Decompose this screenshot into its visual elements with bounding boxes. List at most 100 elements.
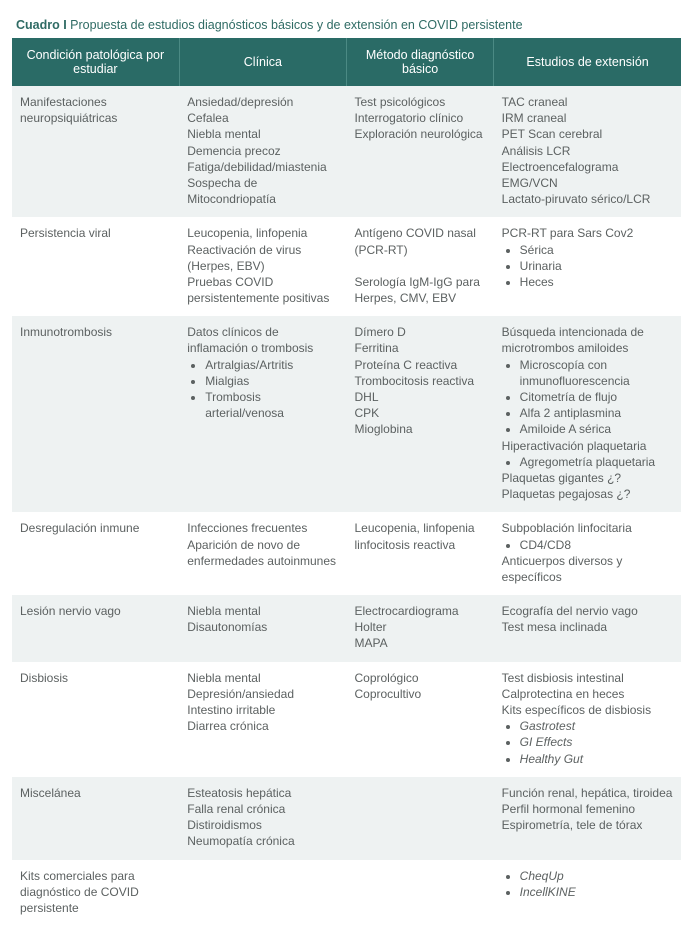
cell-condition: Manifestaciones neuropsiquiátricas (12, 86, 179, 217)
cell-line: Serología IgM-IgG para Herpes, CMV, EBV (355, 274, 486, 306)
cell-extension: Función renal, hepática, tiroideaPerfil … (494, 777, 681, 860)
table-row: Kits comerciales para diagnóstico de COV… (12, 860, 681, 927)
header-condition: Condición patológica por estudiar (12, 38, 179, 86)
cell-extension: Test disbiosis intestinalCalprotectina e… (494, 662, 681, 777)
cell-line: Datos clínicos de inflamación o trombosi… (187, 324, 338, 356)
cell-line: Inmunotrombosis (20, 324, 171, 340)
bullet-list: SéricaUrinariaHeces (502, 242, 673, 291)
header-extension: Estudios de extensión (494, 38, 681, 86)
cell-line: Aparición de novo de enfermedades autoin… (187, 537, 338, 569)
cell-line: Búsqueda intencionada de microtrombos am… (502, 324, 673, 356)
table-row: Manifestaciones neuropsiquiátricasAnsied… (12, 86, 681, 217)
bullet-item: Heces (520, 274, 673, 290)
cell-line: Lactato-piruvato sérico/LCR (502, 191, 673, 207)
cell-line: Reactivación de virus (Herpes, EBV) (187, 242, 338, 274)
cell-line: Perfil hormonal femenino (502, 801, 673, 817)
bullet-item: IncellKINE (520, 884, 673, 900)
cell-condition: Miscelánea (12, 777, 179, 860)
header-clinica: Clínica (179, 38, 346, 86)
cell-line: Niebla mental (187, 603, 338, 619)
bullet-item: Amiloide A sérica (520, 421, 673, 437)
cell-line: Persistencia viral (20, 225, 171, 241)
cell-line: Coprológico (355, 670, 486, 686)
cell-line: Ferritina (355, 340, 486, 356)
cell-line: Coprocultivo (355, 686, 486, 702)
cell-clinica: Infecciones frecuentesAparición de novo … (179, 512, 346, 595)
bullet-item: CheqUp (520, 868, 673, 884)
cell-line: Esteatosis hepática (187, 785, 338, 801)
bullet-item: GI Effects (520, 734, 673, 750)
bullet-list: GastrotestGI EffectsHealthy Gut (502, 718, 673, 767)
cell-clinica: Niebla mentalDisautonomías (179, 595, 346, 662)
cell-line: Test mesa inclinada (502, 619, 673, 635)
cell-clinica: Ansiedad/depresiónCefaleaNiebla mentalDe… (179, 86, 346, 217)
cell-line: EMG/VCN (502, 175, 673, 191)
cell-blank (355, 258, 486, 274)
cell-line: Hiperactivación plaquetaria (502, 438, 673, 454)
cell-line: Espirometría, tele de tórax (502, 817, 673, 833)
cell-extension: TAC cranealIRM cranealPET Scan cerebralA… (494, 86, 681, 217)
cell-extension: CheqUpIncellKINE (494, 860, 681, 927)
cell-line: Falla renal crónica (187, 801, 338, 817)
cell-extension: PCR-RT para Sars Cov2SéricaUrinariaHeces (494, 217, 681, 316)
cell-line: Miscelánea (20, 785, 171, 801)
cell-line: Neumopatía crónica (187, 833, 338, 849)
cell-condition: Inmunotrombosis (12, 316, 179, 512)
cell-line: DHL (355, 389, 486, 405)
cell-clinica (179, 860, 346, 927)
diagnostics-table: Condición patológica por estudiar Clínic… (12, 38, 681, 926)
cell-line: Función renal, hepática, tiroidea (502, 785, 673, 801)
cell-metodo: Test psicológicosInterrogatorio clínicoE… (347, 86, 494, 217)
header-metodo: Método diagnóstico básico (347, 38, 494, 86)
cell-line: Pruebas COVID persistentemente positivas (187, 274, 338, 306)
cell-line: Ecografía del nervio vago (502, 603, 673, 619)
header-row: Condición patológica por estudiar Clínic… (12, 38, 681, 86)
cell-condition: Persistencia viral (12, 217, 179, 316)
cell-extension: Ecografía del nervio vagoTest mesa incli… (494, 595, 681, 662)
cell-line: Proteína C reactiva (355, 357, 486, 373)
table-row: Lesión nervio vago Niebla mentalDisautono… (12, 595, 681, 662)
cell-line: Plaquetas pegajosas ¿? (502, 486, 673, 502)
cell-line: Sospecha de Mitocondriopatía (187, 175, 338, 207)
cell-line: TAC craneal (502, 94, 673, 110)
cell-line: Test psicológicos (355, 94, 486, 110)
cell-line: Electrocardiograma (355, 603, 486, 619)
cell-line: Ansiedad/depresión (187, 94, 338, 110)
cell-metodo: ElectrocardiogramaHolterMAPA (347, 595, 494, 662)
cell-line: Manifestaciones neuropsiquiátricas (20, 94, 171, 126)
cell-line: Kits comerciales para diagnóstico de COV… (20, 868, 171, 917)
cell-metodo (347, 860, 494, 927)
cell-line: Fatiga/debilidad/miastenia (187, 159, 338, 175)
cell-line: Holter (355, 619, 486, 635)
cell-metodo (347, 777, 494, 860)
cell-line: Desregulación inmune (20, 520, 171, 536)
cell-line: Distiroidismos (187, 817, 338, 833)
cell-line: Interrogatorio clínico (355, 110, 486, 126)
cell-line: Test disbiosis intestinal (502, 670, 673, 686)
bullet-item: Agregometría plaquetaria (520, 454, 673, 470)
cell-line: Plaquetas gigantes ¿? (502, 470, 673, 486)
cell-line: Anticuerpos diversos y específicos (502, 553, 673, 585)
cell-line: Demencia precoz (187, 143, 338, 159)
cell-line: PET Scan cerebral (502, 126, 673, 142)
cell-clinica: Datos clínicos de inflamación o trombosi… (179, 316, 346, 512)
cell-line: Dímero D (355, 324, 486, 340)
cell-line: Subpoblación linfocitaria (502, 520, 673, 536)
cell-line: Trombocitosis reactiva (355, 373, 486, 389)
cell-clinica: Niebla mentalDepresión/ansiedadIntestino… (179, 662, 346, 777)
table-body: Manifestaciones neuropsiquiátricasAnsied… (12, 86, 681, 926)
cell-line: Análisis LCR (502, 143, 673, 159)
bullet-list: Microscopía con inmunofluorescenciaCitom… (502, 357, 673, 438)
cell-metodo: CoprológicoCoprocultivo (347, 662, 494, 777)
table-row: Miscelánea Esteatosis hepáticaFalla renal… (12, 777, 681, 860)
cell-line: Infecciones frecuentes (187, 520, 338, 536)
cell-extension: Búsqueda intencionada de microtrombos am… (494, 316, 681, 512)
cell-extension: Subpoblación linfocitariaCD4/CD8Anticuer… (494, 512, 681, 595)
cell-clinica: Esteatosis hepáticaFalla renal crónicaDi… (179, 777, 346, 860)
cell-metodo: Leucopenia, linfopenia linfocitosis reac… (347, 512, 494, 595)
cell-line: IRM craneal (502, 110, 673, 126)
cell-clinica: Leucopenia, linfopeniaReactivación de vi… (179, 217, 346, 316)
cell-condition: Kits comerciales para diagnóstico de COV… (12, 860, 179, 927)
cell-line: Lesión nervio vago (20, 603, 171, 619)
cell-metodo: Antígeno COVID nasal (PCR-RT) Serología … (347, 217, 494, 316)
